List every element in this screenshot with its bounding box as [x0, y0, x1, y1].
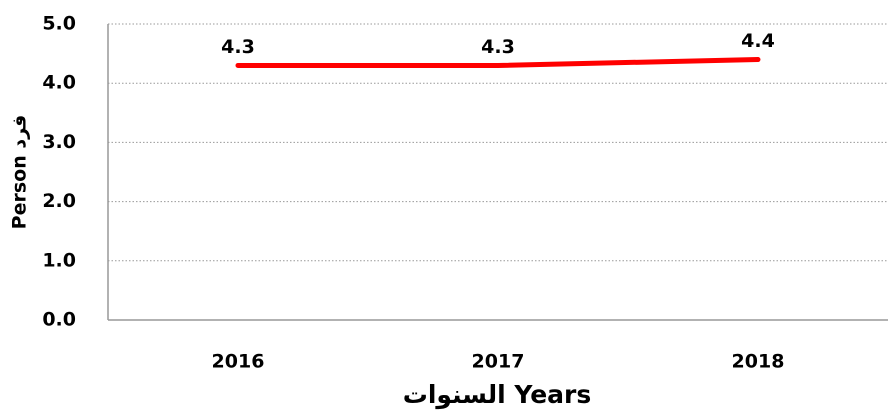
x-tick-label: 2016: [212, 351, 265, 373]
y-axis-label: Person فرد: [9, 115, 31, 230]
y-tick-label: 4.0: [42, 72, 76, 94]
x-axis-label: السنوات Years: [403, 380, 592, 410]
x-tick-label: 2017: [472, 351, 525, 373]
y-tick-label: 1.0: [42, 249, 76, 271]
data-label: 4.3: [481, 36, 515, 58]
y-tick-label: 0.0: [42, 309, 76, 331]
y-tick-label: 3.0: [42, 131, 76, 153]
data-label: 4.3: [221, 36, 255, 58]
y-tick-label: 5.0: [42, 13, 76, 35]
line: [235, 57, 761, 68]
y-tick-label: 2.0: [42, 190, 76, 212]
data-label: 4.4: [741, 30, 775, 52]
x-tick-label: 2018: [732, 351, 785, 373]
